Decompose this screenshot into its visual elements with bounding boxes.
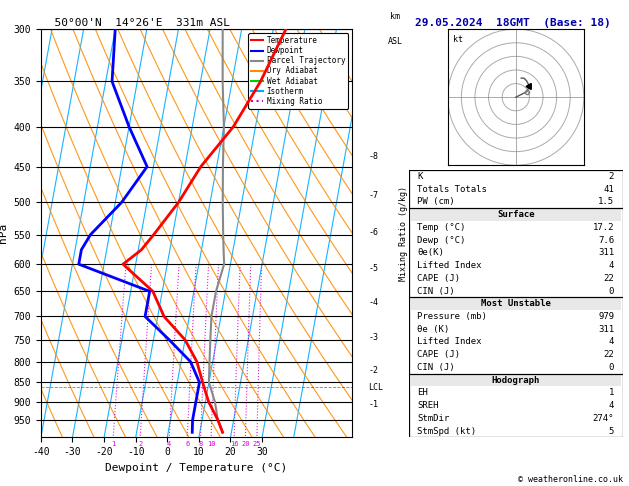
Text: 5: 5 bbox=[609, 427, 614, 435]
Text: LCL: LCL bbox=[369, 382, 383, 392]
Text: 4: 4 bbox=[167, 441, 171, 447]
Text: Temp (°C): Temp (°C) bbox=[418, 223, 466, 232]
Text: -2: -2 bbox=[369, 366, 378, 376]
Text: θe(K): θe(K) bbox=[418, 248, 444, 257]
Text: -6: -6 bbox=[369, 228, 378, 237]
Text: 16: 16 bbox=[230, 441, 238, 447]
FancyBboxPatch shape bbox=[411, 208, 621, 221]
Text: 1: 1 bbox=[111, 441, 115, 447]
Text: 4: 4 bbox=[609, 337, 614, 347]
Y-axis label: hPa: hPa bbox=[0, 223, 8, 243]
Text: -3: -3 bbox=[369, 332, 378, 342]
Text: 25: 25 bbox=[253, 441, 261, 447]
Text: PW (cm): PW (cm) bbox=[418, 197, 455, 207]
Text: kt: kt bbox=[453, 35, 463, 44]
X-axis label: Dewpoint / Temperature (°C): Dewpoint / Temperature (°C) bbox=[106, 463, 287, 473]
Text: 311: 311 bbox=[598, 248, 614, 257]
Text: 0: 0 bbox=[609, 363, 614, 372]
Text: 8: 8 bbox=[198, 441, 203, 447]
Text: Dewp (°C): Dewp (°C) bbox=[418, 236, 466, 244]
FancyBboxPatch shape bbox=[411, 374, 621, 386]
Text: 17.2: 17.2 bbox=[593, 223, 614, 232]
Text: CIN (J): CIN (J) bbox=[418, 363, 455, 372]
Text: Most Unstable: Most Unstable bbox=[481, 299, 551, 308]
Text: 41: 41 bbox=[603, 185, 614, 194]
Legend: Temperature, Dewpoint, Parcel Trajectory, Dry Adiabat, Wet Adiabat, Isotherm, Mi: Temperature, Dewpoint, Parcel Trajectory… bbox=[248, 33, 348, 109]
Text: 6: 6 bbox=[185, 441, 189, 447]
Text: EH: EH bbox=[418, 388, 428, 398]
Text: 0: 0 bbox=[609, 287, 614, 295]
Text: 22: 22 bbox=[603, 274, 614, 283]
Text: Hodograph: Hodograph bbox=[492, 376, 540, 384]
Text: K: K bbox=[418, 172, 423, 181]
Text: Surface: Surface bbox=[497, 210, 535, 219]
Text: Mixing Ratio (g/kg): Mixing Ratio (g/kg) bbox=[399, 186, 408, 281]
Text: 1.5: 1.5 bbox=[598, 197, 614, 207]
Text: Totals Totals: Totals Totals bbox=[418, 185, 487, 194]
Text: StmSpd (kt): StmSpd (kt) bbox=[418, 427, 477, 435]
Text: 10: 10 bbox=[207, 441, 215, 447]
Text: 1: 1 bbox=[609, 388, 614, 398]
Text: 979: 979 bbox=[598, 312, 614, 321]
Text: 22: 22 bbox=[603, 350, 614, 359]
Text: StmDir: StmDir bbox=[418, 414, 450, 423]
Text: θe (K): θe (K) bbox=[418, 325, 450, 334]
Text: ASL: ASL bbox=[387, 37, 403, 46]
Text: -8: -8 bbox=[369, 152, 378, 161]
Text: -4: -4 bbox=[369, 298, 378, 307]
Text: Lifted Index: Lifted Index bbox=[418, 261, 482, 270]
Text: 311: 311 bbox=[598, 325, 614, 334]
Text: -7: -7 bbox=[369, 191, 378, 200]
Text: Lifted Index: Lifted Index bbox=[418, 337, 482, 347]
Text: 274°: 274° bbox=[593, 414, 614, 423]
Text: © weatheronline.co.uk: © weatheronline.co.uk bbox=[518, 474, 623, 484]
Text: 4: 4 bbox=[609, 261, 614, 270]
Text: 4: 4 bbox=[609, 401, 614, 410]
Text: 2: 2 bbox=[138, 441, 142, 447]
Text: CAPE (J): CAPE (J) bbox=[418, 274, 460, 283]
Text: Pressure (mb): Pressure (mb) bbox=[418, 312, 487, 321]
FancyBboxPatch shape bbox=[409, 170, 623, 437]
Text: 29.05.2024  18GMT  (Base: 18): 29.05.2024 18GMT (Base: 18) bbox=[415, 17, 611, 28]
FancyBboxPatch shape bbox=[411, 297, 621, 310]
Text: SREH: SREH bbox=[418, 401, 439, 410]
Text: 20: 20 bbox=[241, 441, 250, 447]
Text: CAPE (J): CAPE (J) bbox=[418, 350, 460, 359]
Text: 2: 2 bbox=[609, 172, 614, 181]
Text: -1: -1 bbox=[369, 400, 378, 409]
Text: 50°00'N  14°26'E  331m ASL: 50°00'N 14°26'E 331m ASL bbox=[41, 18, 230, 28]
Text: km: km bbox=[390, 12, 400, 21]
Text: CIN (J): CIN (J) bbox=[418, 287, 455, 295]
Text: 7.6: 7.6 bbox=[598, 236, 614, 244]
Text: -5: -5 bbox=[369, 263, 378, 273]
